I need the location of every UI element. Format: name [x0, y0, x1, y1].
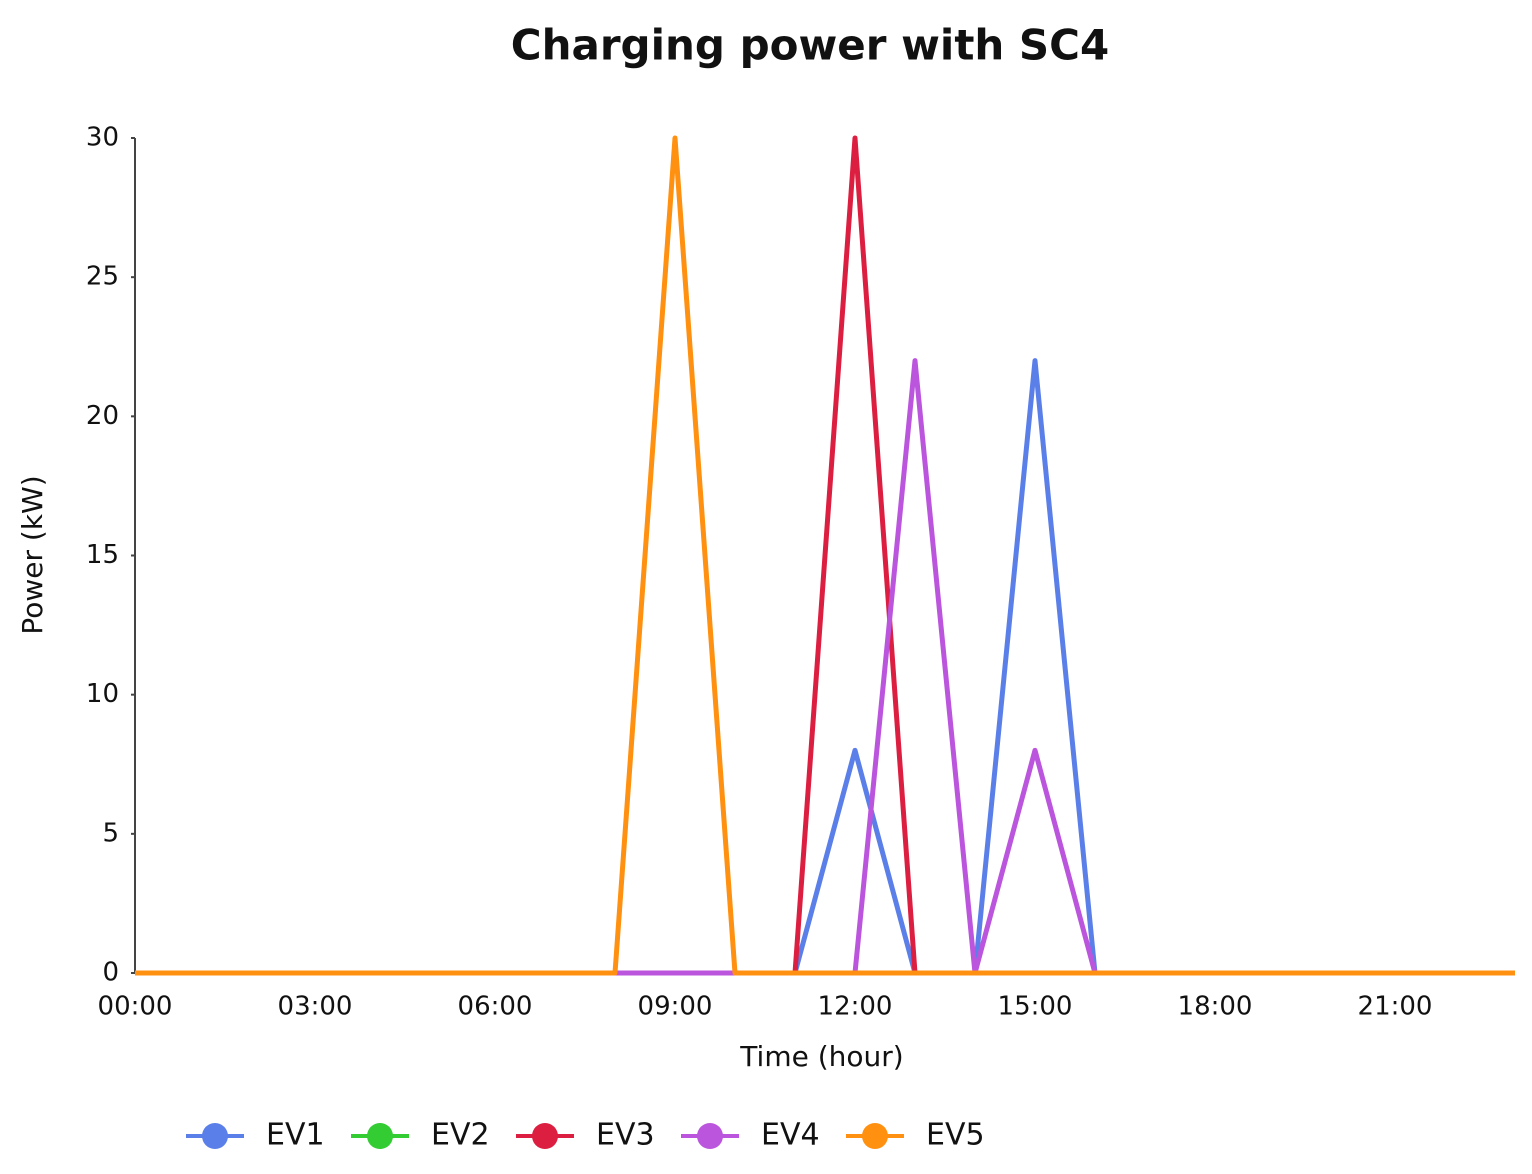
x-tick-label: 09:00: [638, 992, 713, 1022]
y-tick-label: 15: [86, 540, 119, 570]
legend-marker: [367, 1123, 393, 1149]
legend-label: EV3: [596, 1118, 655, 1153]
x-tick-label: 06:00: [458, 992, 533, 1022]
y-tick-label: 0: [102, 958, 119, 988]
x-tick-label: 21:00: [1358, 992, 1433, 1022]
legend-marker: [202, 1123, 228, 1149]
x-tick-label: 00:00: [98, 992, 173, 1022]
y-tick-label: 10: [86, 679, 119, 709]
legend-label: EV2: [431, 1118, 490, 1153]
y-tick-label: 30: [86, 123, 119, 153]
series-line: [135, 358, 1515, 976]
chart-title: Charging power with SC4: [511, 21, 1109, 70]
x-tick-label: 12:00: [818, 992, 893, 1022]
series-line: [135, 135, 1515, 976]
y-tick-label: 20: [86, 401, 119, 431]
y-axis-label: Power (kW): [16, 475, 49, 634]
y-tick-label: 5: [102, 818, 119, 848]
legend-marker: [862, 1123, 888, 1149]
legend-label: EV4: [761, 1118, 820, 1153]
series-line: [135, 135, 1515, 976]
legend-label: EV5: [926, 1118, 985, 1153]
y-tick-label: 25: [86, 262, 119, 292]
x-tick-label: 15:00: [998, 992, 1073, 1022]
series-line: [135, 358, 1515, 976]
legend-label: EV1: [266, 1118, 325, 1153]
legend-marker: [697, 1123, 723, 1149]
x-axis-label: Time (hour): [739, 1040, 903, 1073]
x-tick-label: 03:00: [278, 992, 353, 1022]
legend-marker: [532, 1123, 558, 1149]
x-tick-label: 18:00: [1178, 992, 1253, 1022]
